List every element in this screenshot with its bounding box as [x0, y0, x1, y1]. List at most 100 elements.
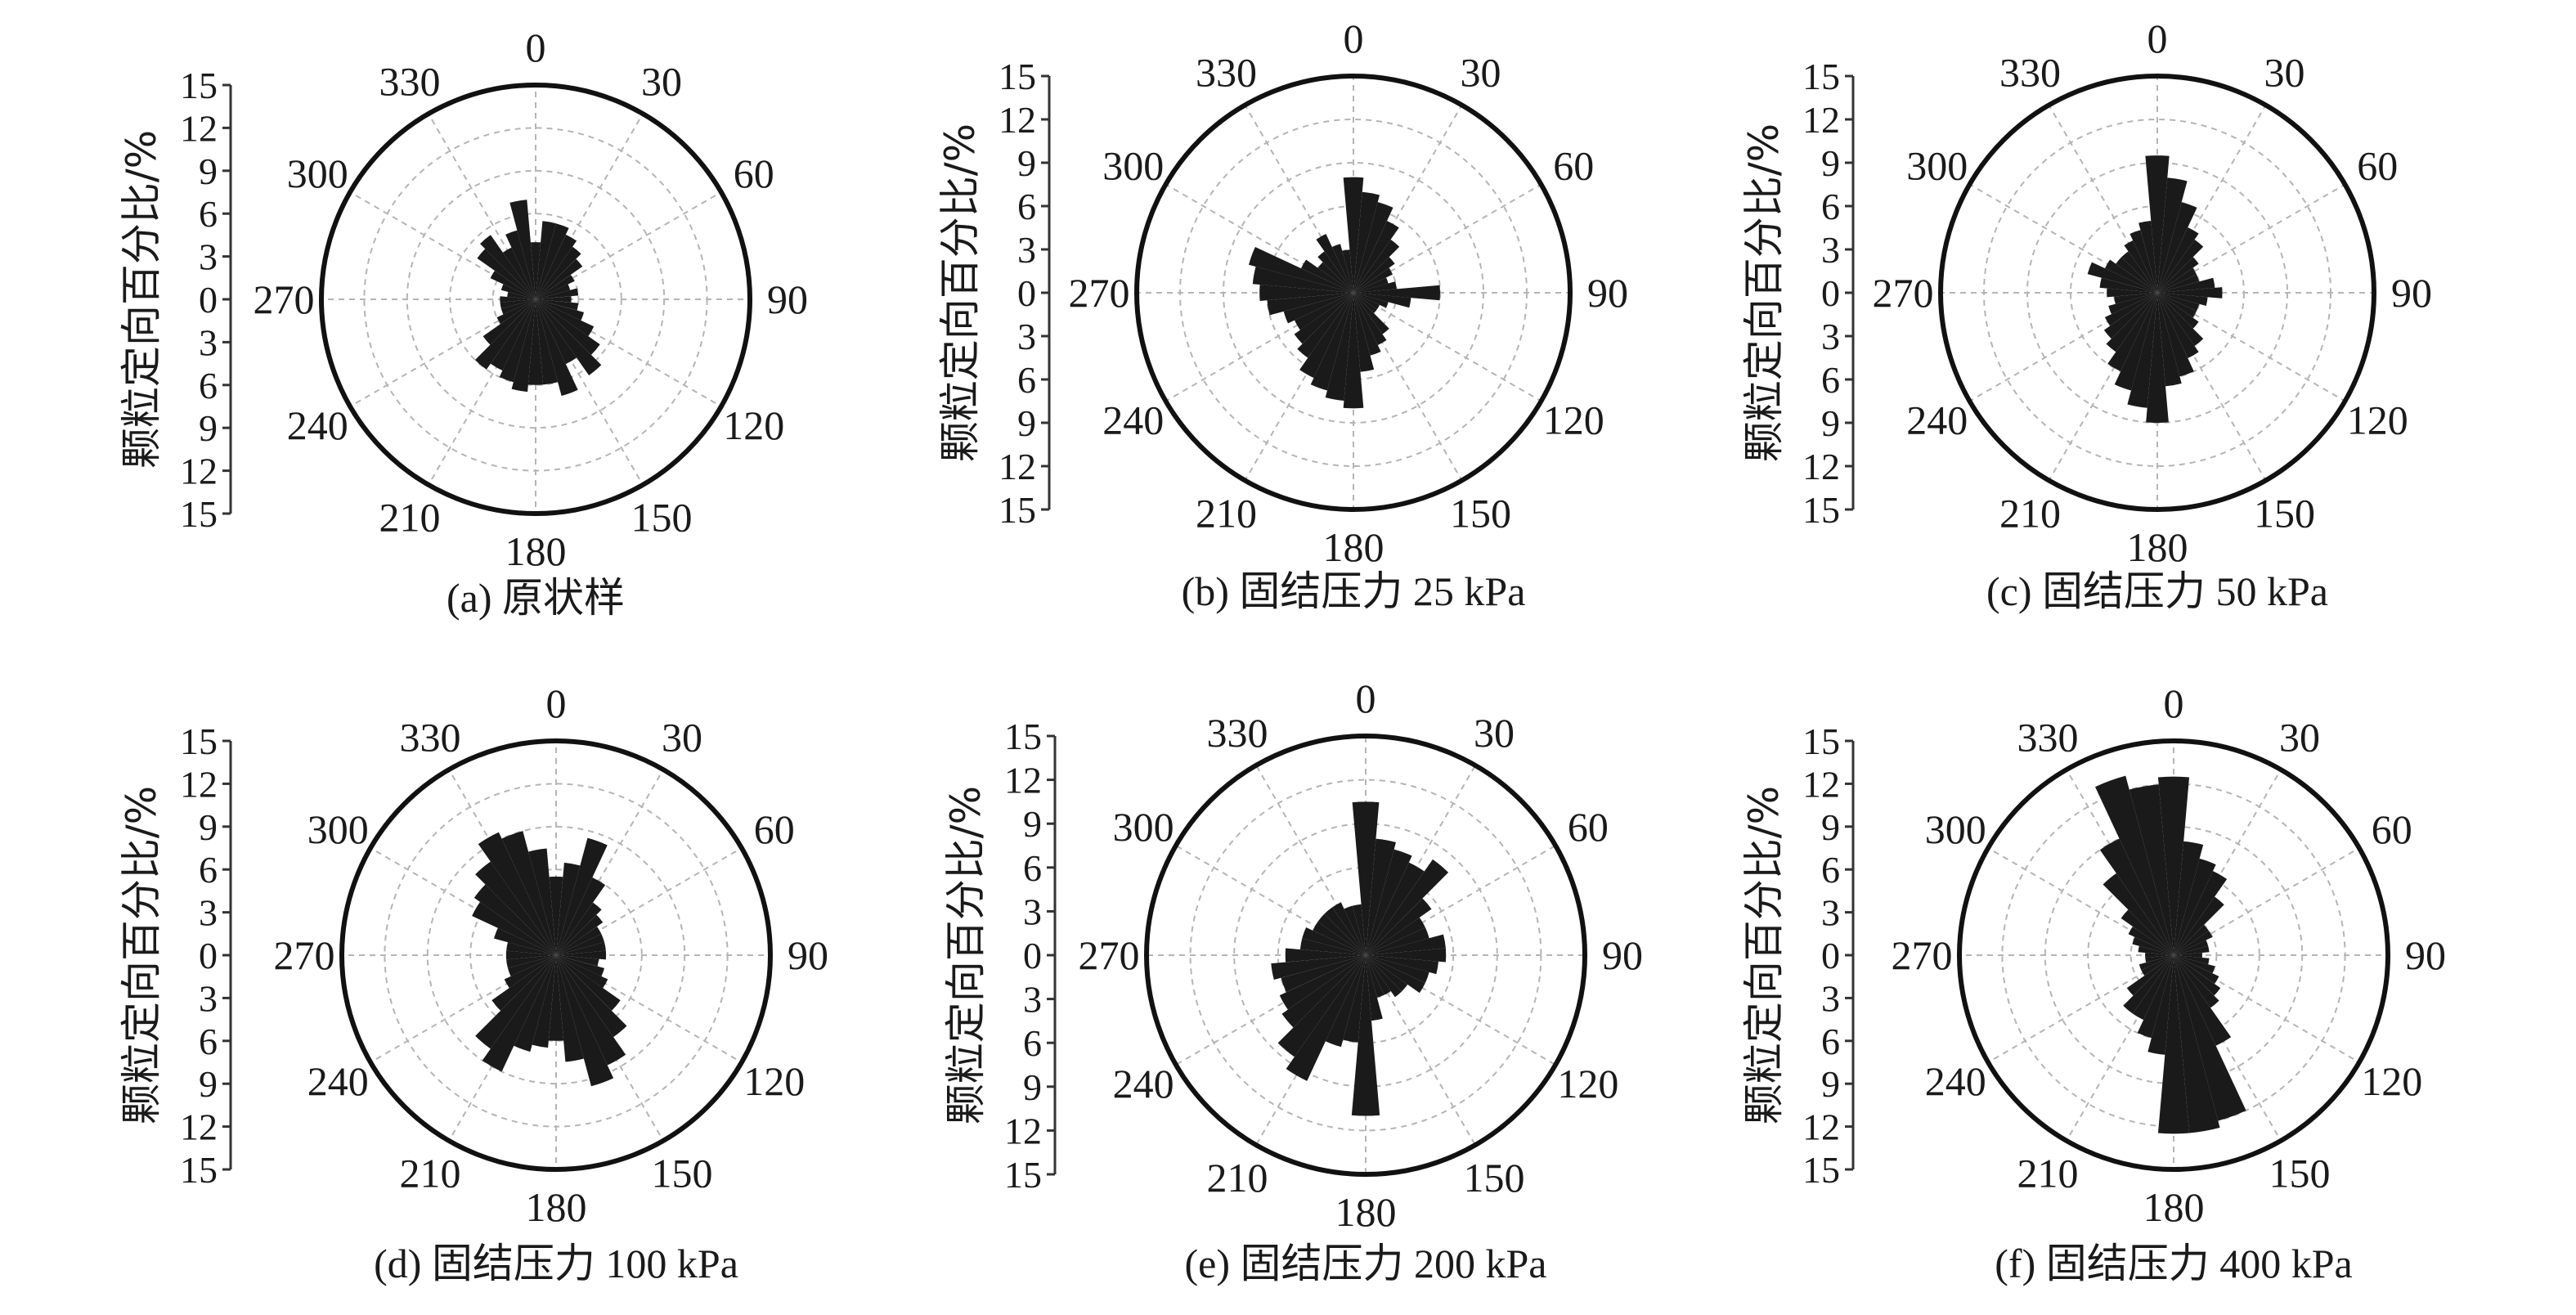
angle-tick-label: 150	[1450, 490, 1511, 536]
radial-tick-label: 6	[199, 193, 218, 235]
rose-bar	[556, 955, 584, 1062]
angle-tick-label: 90	[2405, 932, 2446, 978]
rose-bar	[556, 837, 608, 955]
rose-bar	[1286, 955, 1366, 1081]
rose-bar	[1267, 293, 1353, 316]
radial-tick-label: 9	[1023, 1066, 1042, 1108]
angle-tick-label: 60	[2357, 143, 2398, 189]
angle-tick-label: 180	[505, 528, 567, 574]
outer-circle	[1134, 74, 1573, 512]
rose-bar	[2137, 955, 2174, 1039]
radial-tick-label: 6	[199, 1021, 218, 1062]
rose-bar	[2116, 257, 2157, 293]
angle-tick-label: 300	[1102, 143, 1164, 189]
rose-bar	[1366, 917, 1425, 955]
chart-panel: 0306090120150180210240270300330151296303…	[118, 680, 828, 1286]
rose-bar	[1324, 907, 1366, 955]
angle-tick-label: 60	[1553, 143, 1594, 189]
angle-tick-label: 180	[1323, 524, 1384, 570]
angle-tick-label: 330	[379, 58, 441, 104]
angle-tick-label: 120	[723, 402, 784, 448]
rose-bar	[556, 955, 599, 967]
radial-tick-label: 12	[1802, 99, 1840, 141]
y-axis-label: 颗粒定向百分比/%	[1740, 123, 1788, 462]
rose-bar	[1313, 922, 1366, 955]
rose-bar	[2174, 955, 2210, 965]
rose-bar	[2174, 955, 2221, 996]
rose-bar	[2146, 293, 2169, 423]
rose-bar	[1352, 801, 1380, 955]
rose-bar	[536, 258, 583, 299]
rose-bar	[2104, 293, 2157, 326]
outer-circle	[319, 83, 752, 516]
rose-bar	[499, 299, 536, 383]
chart-panel: 0306090120150180210240270300330151296303…	[936, 16, 1628, 614]
angle-tick-label: 0	[546, 680, 567, 726]
rose-bar	[482, 955, 556, 1072]
angle-tick-label: 270	[1079, 932, 1140, 978]
rose-bar	[1299, 938, 1366, 955]
rose-bar	[2095, 775, 2174, 955]
angle-tick-label: 300	[1906, 143, 1968, 189]
angle-tick-label: 300	[1925, 806, 1986, 852]
rose-bar	[1353, 202, 1393, 293]
rose-bar	[536, 299, 600, 355]
rose-bar	[1366, 955, 1438, 975]
rose-bar	[480, 235, 536, 299]
angle-tick-label: 240	[287, 402, 348, 448]
rose-bar	[500, 299, 536, 315]
radial-tick-label: 0	[199, 279, 218, 321]
rose-bar	[1353, 285, 1441, 301]
angle-tick-label: 150	[2254, 490, 2315, 536]
rose-bar	[1300, 259, 1353, 293]
rose-bar	[1249, 247, 1353, 293]
rose-bar	[1317, 251, 1353, 293]
rose-bar	[556, 955, 614, 1087]
radial-tick-label: 3	[1017, 316, 1036, 357]
rose-bar	[2157, 267, 2197, 293]
rose-bar	[536, 284, 571, 299]
rose-bar	[1366, 955, 1402, 998]
rose-bar	[2157, 227, 2199, 293]
angle-tick-label: 150	[631, 495, 693, 541]
angle-tick-label: 90	[767, 276, 808, 322]
radial-tick-label: 15	[1802, 1149, 1840, 1191]
rose-bar	[2157, 293, 2197, 318]
rose-bar	[2108, 293, 2157, 315]
rose-bar	[2157, 293, 2200, 312]
rose-bar	[477, 249, 536, 299]
rose-bar	[2126, 955, 2174, 996]
rose-bar	[1351, 955, 1380, 1116]
rose-bar	[490, 299, 536, 371]
rose-bar	[527, 299, 544, 385]
rose-bar	[556, 955, 608, 989]
rose-bar	[536, 274, 575, 299]
rose-bar	[2128, 926, 2174, 955]
radial-tick-label: 15	[1004, 1154, 1042, 1196]
angle-tick-label: 240	[1906, 397, 1968, 443]
rose-bar	[2157, 776, 2190, 955]
rose-bar	[2104, 259, 2157, 293]
rose-bar	[549, 876, 563, 955]
rose-bar	[1366, 955, 1425, 994]
rose-bar	[1259, 284, 1353, 302]
rose-bar	[509, 200, 536, 299]
rose-bar	[2174, 955, 2219, 1008]
angle-tick-label: 330	[1196, 50, 1257, 96]
radial-tick-label: 9	[199, 407, 218, 449]
angle-tick-label: 120	[2361, 1058, 2422, 1104]
rose-bar	[2174, 955, 2220, 1133]
rose-bar	[536, 288, 579, 299]
radial-tick-label: 15	[1802, 489, 1840, 531]
rose-bar	[556, 955, 627, 1038]
rose-bar	[1366, 955, 1429, 983]
rose-bar	[1353, 293, 1381, 356]
y-axis-label: 颗粒定向百分比/%	[936, 123, 984, 462]
radial-tick-label: 3	[1017, 229, 1036, 271]
angle-tick-label: 150	[2269, 1151, 2331, 1196]
radial-tick-label: 12	[1802, 1106, 1840, 1148]
radial-tick-label: 6	[1821, 849, 1840, 891]
radial-tick-label: 15	[180, 493, 218, 535]
rose-bar	[536, 299, 585, 321]
rose-bar	[2174, 955, 2246, 1121]
